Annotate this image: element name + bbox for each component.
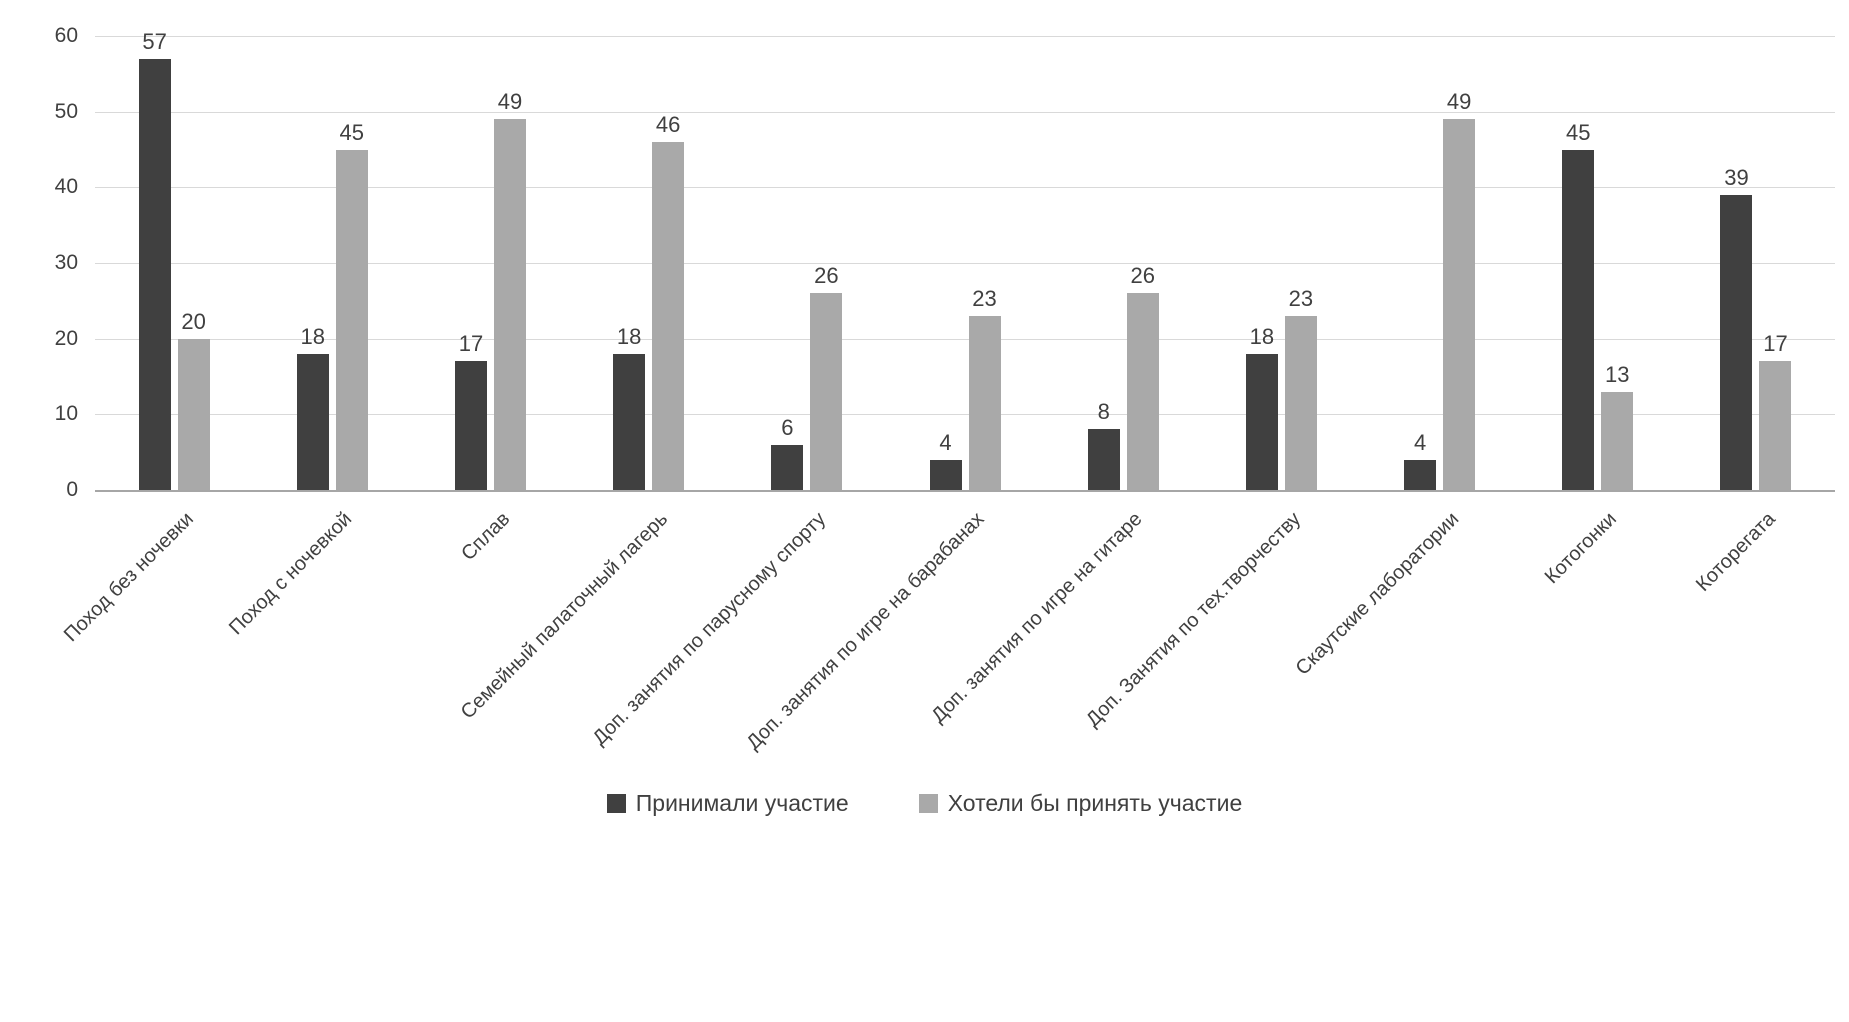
bar-value-label: 20 bbox=[181, 308, 206, 334]
bar-value-label: 49 bbox=[1446, 89, 1472, 115]
bar-participated: 39 bbox=[1720, 165, 1753, 490]
gridline bbox=[95, 36, 1835, 37]
bar-participated: 18 bbox=[296, 324, 329, 490]
bar-group: 4 49 bbox=[1361, 36, 1519, 490]
y-tick-label: 10 bbox=[54, 402, 78, 426]
bar-value-label: 26 bbox=[814, 263, 839, 289]
bar-value-label: 26 bbox=[1130, 263, 1155, 289]
bar-group: 45 13 bbox=[1519, 36, 1677, 490]
gridline bbox=[95, 414, 1835, 416]
x-axis-line bbox=[95, 490, 1835, 492]
y-tick-label: 0 bbox=[66, 478, 78, 501]
legend-label: Хотели бы принять участие bbox=[947, 790, 1243, 816]
bar-group: 39 17 bbox=[1677, 36, 1835, 490]
bar-value-label: 18 bbox=[1249, 323, 1275, 349]
y-tick-label: 40 bbox=[54, 175, 78, 199]
bar-group: 57 20 bbox=[95, 29, 253, 490]
category-label: Поход с ночевкой bbox=[224, 508, 356, 640]
y-tick-label: 20 bbox=[54, 326, 78, 350]
gridline bbox=[95, 187, 1835, 189]
bar-would-like: 46 bbox=[652, 112, 685, 490]
y-tick-label: 60 bbox=[54, 24, 78, 47]
legend-label: Принимали участие bbox=[635, 790, 849, 816]
bar-would-like: 20 bbox=[177, 309, 210, 490]
bar-participated: 18 bbox=[1245, 324, 1278, 490]
y-tick-label: 50 bbox=[54, 99, 78, 123]
category-label: Скаутские лаборатории bbox=[1291, 508, 1464, 680]
bar-participated: 17 bbox=[454, 331, 487, 490]
bar-participated: 6 bbox=[771, 415, 804, 490]
category-label: Котогонки bbox=[1541, 508, 1622, 589]
bar-group: 17 49 bbox=[411, 36, 569, 490]
bar-value-label: 46 bbox=[655, 111, 681, 137]
bar-group: 18 45 bbox=[253, 36, 411, 490]
bar-value-label: 17 bbox=[1763, 331, 1788, 357]
bar-value-label: 23 bbox=[1288, 285, 1314, 311]
gridline bbox=[95, 338, 1835, 340]
bar-would-like: 23 bbox=[1284, 286, 1317, 490]
bar-groups: 57 20 18 45 17 49 18 46 6 26 4 23 8 26 18 23 4 49 45 13 39 17 bbox=[95, 29, 1835, 490]
bar-value-label: 4 bbox=[1413, 429, 1427, 455]
bar-value-label: 8 bbox=[1097, 399, 1110, 425]
bar-value-label: 45 bbox=[1566, 119, 1591, 145]
bar-participated: 18 bbox=[613, 324, 646, 490]
legend-item: Хотели бы принять участие bbox=[918, 790, 1243, 817]
bar-would-like: 26 bbox=[810, 263, 843, 490]
bar-value-label: 49 bbox=[497, 89, 523, 115]
bar-value-label: 23 bbox=[972, 285, 997, 311]
bar-would-like: 49 bbox=[1443, 89, 1476, 490]
bar-group: 8 26 bbox=[1044, 36, 1202, 490]
category-label: Которегата bbox=[1691, 508, 1780, 596]
bar-value-label: 57 bbox=[142, 28, 167, 54]
bar-would-like: 23 bbox=[968, 286, 1001, 490]
bar-participated: 4 bbox=[929, 430, 962, 490]
bar-would-like: 26 bbox=[1126, 263, 1159, 490]
bar-group: 4 23 bbox=[886, 36, 1044, 490]
bar-participated: 45 bbox=[1562, 120, 1595, 490]
bar-value-label: 6 bbox=[781, 414, 794, 440]
bar-group: 18 23 bbox=[1202, 36, 1360, 490]
x-axis-labels: Поход без ночевки Поход с ночевкой Сплав Се… bbox=[59, 498, 1835, 758]
bar-would-like: 17 bbox=[1759, 331, 1792, 490]
bar-would-like: 45 bbox=[335, 120, 368, 490]
bar-group: 18 46 bbox=[570, 36, 728, 490]
gridline bbox=[95, 263, 1835, 264]
bar-value-label: 4 bbox=[939, 429, 952, 455]
bar-value-label: 39 bbox=[1724, 164, 1749, 190]
bar-value-label: 17 bbox=[458, 331, 484, 357]
gridline bbox=[95, 111, 1835, 113]
bar-participated: 8 bbox=[1087, 399, 1120, 490]
legend: Принимали участие Хотели бы принять участ… bbox=[0, 790, 1849, 817]
bar-value-label: 45 bbox=[339, 119, 365, 145]
bar-would-like: 13 bbox=[1601, 362, 1634, 490]
bar-participated: 57 bbox=[138, 29, 171, 490]
bar-value-label: 18 bbox=[300, 323, 326, 349]
plot-area: 57 20 18 45 17 49 18 46 6 26 4 23 8 26 18 23 4 49 45 13 39 17 bbox=[95, 29, 1835, 492]
y-tick-label: 30 bbox=[54, 251, 78, 274]
bar-would-like: 49 bbox=[493, 89, 526, 490]
bar-value-label: 18 bbox=[616, 323, 642, 349]
bar-group: 6 26 bbox=[728, 36, 886, 490]
category-label: Сплав bbox=[456, 508, 515, 566]
bar-participated: 4 bbox=[1404, 430, 1437, 490]
legend-swatch-icon bbox=[606, 794, 626, 813]
bar-value-label: 13 bbox=[1605, 361, 1630, 387]
legend-swatch-icon bbox=[918, 794, 938, 813]
category-label: Поход без ночевки bbox=[59, 508, 198, 647]
legend-item: Принимали участие bbox=[606, 790, 849, 817]
